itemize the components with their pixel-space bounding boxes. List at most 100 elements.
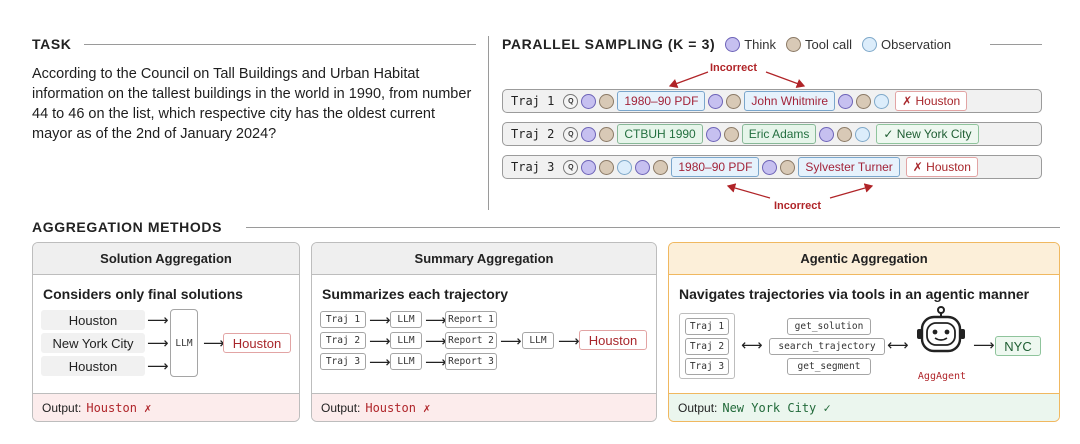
final-answer-chip: ✗ Houston [905,157,978,177]
observation-icon [874,93,890,109]
final-answer-chip: ✗ Houston [895,91,968,111]
arrow-icon: ⟶ [500,333,522,350]
trajectory-row-3: Traj 3 Q 1980–90 PDF Sylvester Turner ✗ Hous… [502,155,1042,179]
legend-tool: Tool call [786,36,852,52]
summary-output: Output: Houston ✗ [312,393,656,421]
tool-call-icon [653,159,669,175]
observation-chip: 1980–90 PDF [617,91,706,111]
summary-panel-title: Summary Aggregation [312,243,656,275]
trajectory-label: Traj 3 [511,160,555,174]
observation-icon [855,126,871,142]
arrow-icon: ⟶ [369,312,391,329]
aggregation-heading: AGGREGATION METHODS [32,219,223,235]
tool-call-icon [723,126,739,142]
summary-panel-subtitle: Summarizes each trajectory [322,286,508,302]
arrow-icon: ⟶ [425,333,447,350]
think-icon [762,159,778,175]
robot-icon [917,306,965,353]
tool-search-trajectory: search_trajectory [769,338,885,355]
solution-panel-title: Solution Aggregation [33,243,299,275]
observation-icon [861,36,877,52]
summary-traj-3: Traj 3 [320,353,366,370]
solution-aggregation-panel: Solution Aggregation Considers only fina… [32,242,300,422]
query-icon: Q [563,126,579,142]
task-question: According to the Council on Tall Buildin… [32,66,472,142]
summary-llm-1: LLM [390,311,422,328]
summary-llm-3: LLM [390,353,422,370]
arrow-to-traj1-mayor [765,71,806,89]
legend-think: Think [725,36,776,52]
arrow-icon: ⟶ [425,312,447,329]
incorrect-label-top: Incorrect [710,62,758,74]
solution-output: Output: Houston ✗ [33,393,299,421]
arrow-to-traj1-pdf [668,71,709,89]
tool-call-icon [599,126,615,142]
think-icon [581,126,597,142]
task-rule [84,44,476,45]
solution-llm-box: LLM [170,309,198,377]
arrow-icon: ⟶ [147,358,169,375]
trajectory-label: Traj 1 [511,94,555,108]
arrow-icon: ⟶ [369,354,391,371]
double-arrow-icon: ⟷ [741,337,763,354]
arrow-icon: ⟶ [147,335,169,352]
observation-icon [617,159,633,175]
arrow-icon: ⟶ [147,312,169,329]
incorrect-label-bottom: Incorrect [774,200,822,212]
think-icon [725,36,741,52]
agentic-answer: NYC [995,336,1041,356]
observation-chip: John Whitmire [744,91,836,111]
sampling-rule [990,44,1042,45]
agentic-output: Output: New York City ✓ [669,393,1059,421]
tool-call-icon [726,93,742,109]
arrow-icon: ⟶ [203,335,225,352]
candidate-3: Houston [41,356,145,376]
summary-final-llm: LLM [522,332,554,349]
summary-llm-2: LLM [390,332,422,349]
agentic-traj-2: Traj 2 [685,338,729,355]
agentic-aggregation-panel: Agentic Aggregation Navigates trajectori… [668,242,1060,422]
arrow-icon: ⟶ [425,354,447,371]
observation-chip: Eric Adams [741,124,817,144]
summary-report-3: Report 3 [445,353,497,370]
arrow-icon: ⟶ [558,333,580,350]
candidate-2: New York City [41,333,145,353]
trajectory-row-2: Traj 2 Q CTBUH 1990 Eric Adams ✓ New York Ci… [502,122,1042,146]
solution-answer: Houston [223,333,291,353]
observation-chip: Sylvester Turner [798,157,900,177]
agentic-panel-subtitle: Navigates trajectories via tools in an a… [679,286,1030,302]
summary-traj-2: Traj 2 [320,332,366,349]
think-icon [635,159,651,175]
legend-observation: Observation [861,36,951,52]
trajectory-row-1: Traj 1 Q 1980–90 PDF John Whitmire ✗ Houston [502,89,1042,113]
think-icon [705,126,721,142]
arrow-to-traj3-mayor [829,183,874,199]
tool-call-icon [599,159,615,175]
observation-chip: CTBUH 1990 [617,124,703,144]
arrow-icon: ⟶ [369,333,391,350]
agentic-traj-group [679,313,735,379]
summary-traj-1: Traj 1 [320,311,366,328]
tool-call-icon [780,159,796,175]
final-answer-chip: ✓ New York City [876,124,979,144]
think-icon [838,93,854,109]
summary-aggregation-panel: Summary Aggregation Summarizes each traj… [311,242,657,422]
section-divider [488,36,489,210]
solution-panel-subtitle: Considers only final solutions [43,286,243,302]
think-icon [581,159,597,175]
arrow-icon: ⟶ [973,337,995,354]
tool-call-icon [856,93,872,109]
tool-call-icon [599,93,615,109]
observation-chip: 1980–90 PDF [671,157,760,177]
aggregation-rule [246,227,1060,228]
query-icon: Q [563,93,579,109]
tool-call-icon [786,36,802,52]
think-icon [708,93,724,109]
summary-report-1: Report 1 [445,311,497,328]
agentic-traj-3: Traj 3 [685,358,729,375]
double-arrow-icon: ⟷ [887,337,909,354]
task-heading: TASK [32,36,72,52]
summary-answer: Houston [579,330,647,350]
tool-get-solution: get_solution [787,318,871,335]
